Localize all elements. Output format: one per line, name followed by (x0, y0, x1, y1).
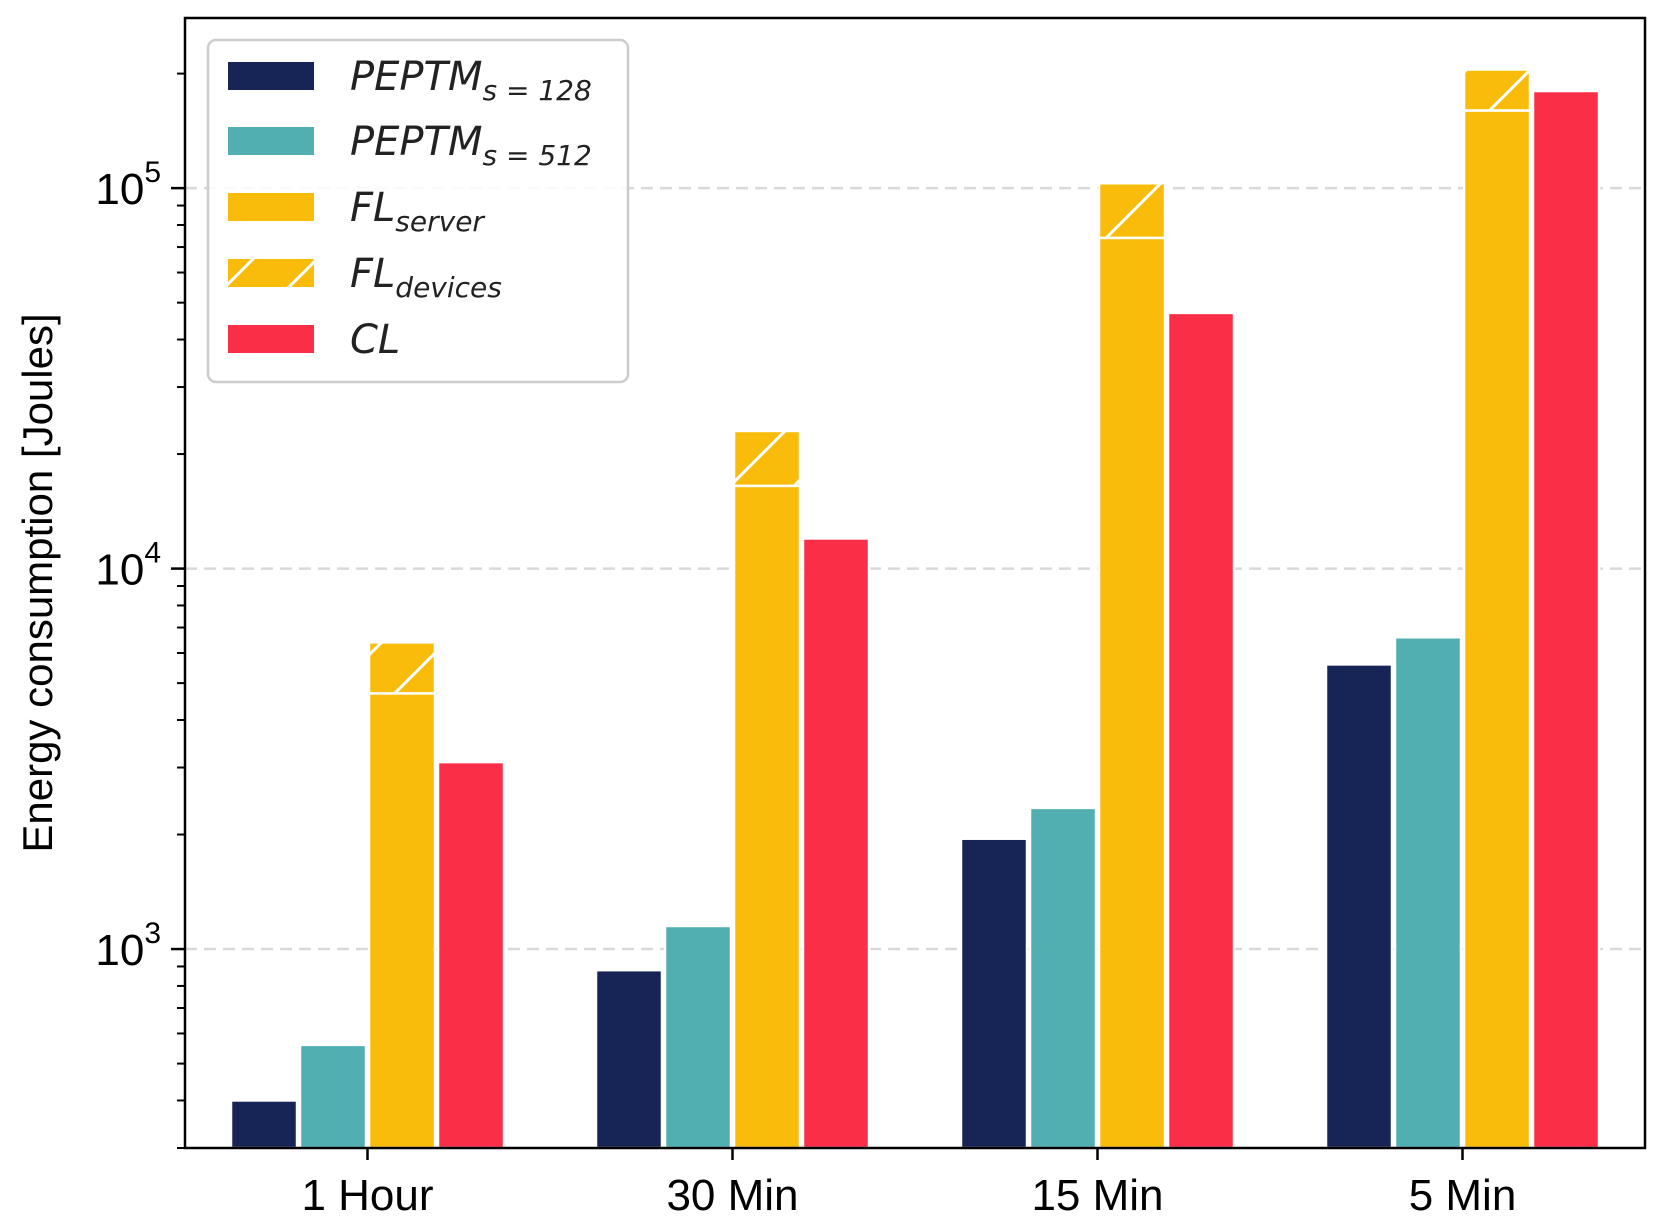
bar-cl (436, 760, 506, 1150)
legend-box (206, 38, 630, 384)
legend-swatch-fl_devices (228, 259, 314, 287)
bar-cl (801, 537, 871, 1150)
bar-fl_server (732, 484, 802, 1150)
bar-p512 (663, 924, 733, 1150)
y-tick-label: 105 (95, 156, 161, 214)
legend-label-p128: PEPTMs = 128 (350, 54, 592, 107)
x-category-label: 5 Min (1409, 1171, 1517, 1220)
bar-p512 (1028, 806, 1098, 1150)
y-tick-label: 104 (95, 537, 161, 595)
legend-swatch-p512 (228, 127, 314, 155)
bar-fl_devices (1097, 181, 1167, 240)
legend: PEPTMs = 128 PEPTMs = 512 FLserver FLdevice… (206, 38, 630, 384)
bar-fl_devices (1462, 68, 1532, 112)
legend-label-fl_server: FLserver (350, 185, 485, 238)
y-axis-label: Energy consumption [Joules] (14, 313, 61, 852)
bar-cl (1531, 89, 1601, 1150)
x-category-label: 1 Hour (301, 1171, 433, 1220)
bar-cl (1166, 311, 1236, 1150)
y-axis-ticks: 103 104 105 (95, 72, 1464, 1160)
bar-p128 (1324, 663, 1394, 1150)
x-category-label: 15 Min (1031, 1171, 1163, 1220)
bars (229, 68, 1601, 1150)
x-category-label: 30 Min (666, 1171, 798, 1220)
bar-fl_server (1097, 236, 1167, 1150)
legend-swatch-p128 (228, 62, 314, 90)
bar-p128 (229, 1099, 299, 1150)
y-tick-label: 103 (95, 917, 161, 975)
bar-fl_server (1462, 109, 1532, 1150)
bar-p128 (594, 968, 664, 1150)
bar-p128 (959, 837, 1029, 1150)
bar-fl_devices (367, 641, 437, 695)
bar-fl_server (367, 692, 437, 1150)
legend-swatch-fl_server (228, 193, 314, 221)
legend-swatch-cl (228, 325, 314, 353)
legend-label-p512: PEPTMs = 512 (350, 119, 592, 172)
x-axis-categories: 1 Hour 30 Min 15 Min 5 Min (301, 1171, 1516, 1220)
bar-p512 (298, 1043, 368, 1150)
legend-label-fl_devices: FLdevices (350, 251, 502, 304)
legend-label-cl: CL (350, 317, 400, 363)
bar-p512 (1393, 636, 1463, 1150)
bar-fl_devices (732, 429, 802, 488)
plot-frame (183, 16, 1647, 1150)
